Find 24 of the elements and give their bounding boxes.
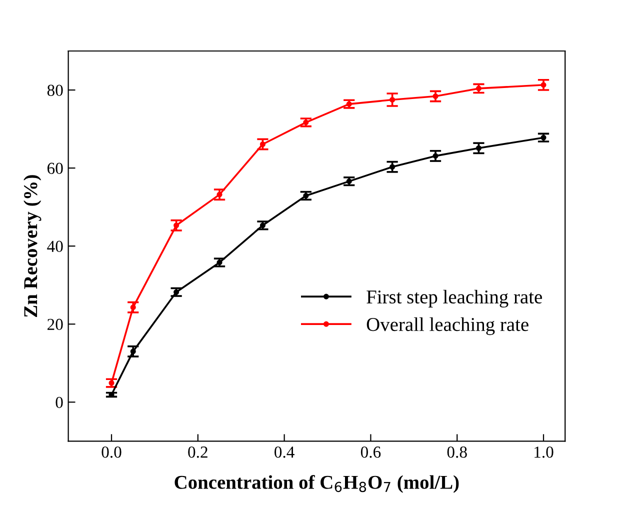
point <box>130 304 136 310</box>
x-tick-label: 0.8 <box>447 446 467 458</box>
legend-label: First step leaching rate <box>366 290 542 308</box>
x-tick-label: 0.6 <box>360 446 381 458</box>
y-tick-label: 40 <box>47 240 63 252</box>
point <box>390 96 396 103</box>
x-tick-label: 0.2 <box>188 446 208 458</box>
y-tick-label: 80 <box>47 84 63 96</box>
point <box>390 164 396 170</box>
x-tick-label: 0.4 <box>274 446 294 458</box>
point <box>216 192 222 198</box>
legend-label: Overall leaching rate <box>366 317 528 336</box>
point <box>540 82 546 88</box>
point <box>432 153 438 159</box>
point <box>174 222 180 228</box>
y-tick-label: 60 <box>48 162 63 174</box>
x-tick-label: 0.0 <box>102 446 122 458</box>
x-tick-label: 1.0 <box>534 446 554 458</box>
point <box>130 348 136 354</box>
y-tick-label: 0 <box>56 396 63 408</box>
point <box>476 145 482 151</box>
y-tick-label: 20 <box>48 318 63 330</box>
x-axis-title: Concentration of C$_{6}$H$_{8}$O$_{7}$ (mol/L) <box>174 475 459 493</box>
y-axis-title: Zn Recovery (%) <box>24 175 42 317</box>
